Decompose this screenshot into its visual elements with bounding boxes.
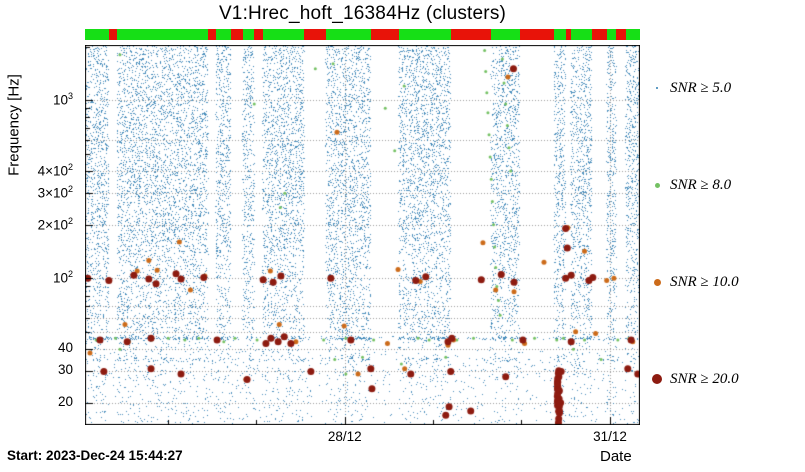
status-bar [85,29,640,40]
x-axis-label: Date [600,448,632,465]
status-segment-bad [591,29,607,40]
status-segment-bad [230,29,243,40]
y-tick-label: 30 [57,362,73,378]
legend-marker-dot [656,87,658,89]
legend-marker-dot [653,278,661,286]
status-segment-bad [108,29,118,40]
legend-marker-dot [654,182,660,188]
status-segment-bad [208,29,216,40]
status-segment-bad [519,29,554,40]
status-segment-bad [304,29,326,40]
legend-item: SNR ≥ 8.0 [648,175,731,195]
y-tick-label: 2×102 [37,215,73,233]
status-segment-bad [370,29,399,40]
y-tick-label: 102 [52,269,73,286]
status-segment-bad [254,29,263,40]
status-segment-bad [450,29,491,40]
start-timestamp: Start: 2023-Dec-24 15:44:27 [7,448,183,463]
legend-item: SNR ≥ 10.0 [648,272,739,292]
plot-title: V1:Hrec_hoft_16384Hz (clusters) [218,3,507,24]
legend-label: SNR ≥ 8.0 [670,176,732,193]
y-tick-label: 3×102 [37,184,73,201]
y-tick-labels: 103 4×102 3×102 2×102 102 40 30 20 [0,45,79,425]
legend-item: SNR ≥ 5.0 [648,78,731,98]
legend-label: SNR ≥ 20.0 [670,370,739,387]
y-tick-label: 20 [57,393,73,409]
legend-marker-dot [652,374,662,384]
plot-canvas [85,45,640,425]
legend-label: SNR ≥ 5.0 [670,79,732,96]
legend: SNR ≥ 5.0 SNR ≥ 8.0 SNR ≥ 10.0 SNR ≥ 20.0 [648,50,804,422]
status-segment-bad [616,29,626,40]
legend-label: SNR ≥ 10.0 [670,273,739,290]
x-tick-label: 28/12 [327,429,362,444]
x-tick-label: 31/12 [593,429,627,444]
y-tick-label: 40 [57,340,73,356]
y-tick-label: 103 [52,91,73,108]
y-tick-label: 4×102 [37,162,73,179]
legend-item: SNR ≥ 20.0 [648,369,739,389]
status-segment-bad [565,29,571,40]
